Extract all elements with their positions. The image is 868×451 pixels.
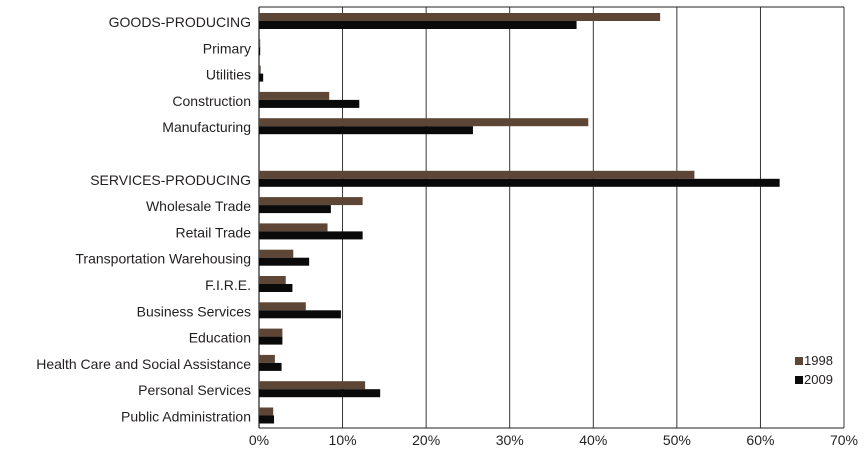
bar-2009 [259,99,360,108]
legend-label: 2009 [804,372,833,387]
bar-1998 [259,328,283,337]
bar-2009 [259,257,310,266]
bar-1998 [259,91,330,100]
legend-swatch [795,357,803,365]
bar-1998 [259,354,275,363]
bar-2009 [259,231,363,240]
legend-label: 1998 [804,353,833,368]
bar-2009 [259,178,780,187]
category-label: SERVICES-PRODUCING [90,172,251,188]
category-label: Public Administration [121,409,251,425]
bar-1998 [259,276,286,284]
bar-1998 [259,13,661,21]
bar-2009 [259,389,381,398]
category-label: Education [189,330,251,346]
bar-2009 [259,336,283,345]
x-tick-label: 0% [249,432,269,448]
bar-2009 [259,205,331,214]
bar-1998 [259,39,261,48]
legend-swatch [795,376,803,384]
bar-1998 [259,302,306,311]
bar-1998 [259,223,328,232]
category-label: F.I.R.E. [205,277,251,293]
bars [259,13,780,424]
bar-2009 [259,362,282,371]
bar-2009 [259,310,341,319]
category-label: Business Services [137,303,251,319]
bar-1998 [259,170,695,179]
bar-2009 [259,47,261,56]
x-tick-label: 40% [579,432,607,448]
x-tick-label: 50% [663,432,691,448]
bar-1998 [259,249,294,258]
x-tick-labels: 0% 10% 20% 30% 40% 50% 60% 70% [249,432,858,448]
x-tick-label: 60% [746,432,774,448]
category-label: Retail Trade [176,224,252,240]
category-label: Health Care and Social Assistance [36,356,251,372]
bar-2009 [259,126,473,135]
x-tick-label: 70% [830,432,858,448]
bar-2009 [259,73,264,82]
x-tick-label: 30% [496,432,524,448]
category-label: Wholesale Trade [146,198,251,214]
category-label: Construction [172,93,251,109]
category-label: Primary [203,40,251,56]
legend: 1998 2009 [795,353,833,387]
bar-2009 [259,284,293,292]
category-label: Personal Services [138,382,251,398]
x-tick-label: 20% [412,432,440,448]
bar-2009 [259,415,275,424]
x-tick-label: 10% [329,432,357,448]
bar-1998 [259,407,274,416]
bar-1998 [259,381,366,390]
bar-1998 [259,197,363,206]
category-label: Manufacturing [162,119,251,135]
bar-1998 [259,65,261,74]
bar-1998 [259,118,589,127]
category-label: GOODS-PRODUCING [109,14,251,30]
category-label: Utilities [206,67,251,83]
bar-2009 [259,21,577,29]
gridlines [258,6,845,429]
category-label: Transportation Warehousing [75,251,251,267]
category-labels: GOODS-PRODUCING Primary Utilities Construct… [36,14,251,425]
